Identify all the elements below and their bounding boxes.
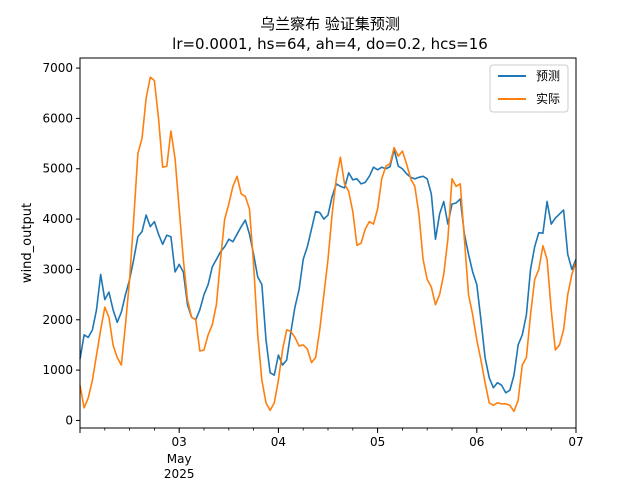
y-tick-label: 6000 — [42, 111, 73, 125]
y-tick-label: 3000 — [42, 262, 73, 276]
y-tick-label: 4000 — [42, 212, 73, 226]
chart-subtitle: lr=0.0001, hs=64, ah=4, do=0.2, hcs=16 — [172, 35, 488, 53]
x-tick-label: 07 — [568, 435, 583, 449]
y-axis-label: wind_output — [20, 203, 35, 283]
x-tick-label: 04 — [271, 435, 286, 449]
plot-area — [80, 58, 576, 428]
y-tick-label: 2000 — [42, 313, 73, 327]
series-line-actual — [79, 76, 577, 413]
y-tick-label: 5000 — [42, 162, 73, 176]
series-line-predicted — [79, 148, 577, 394]
legend-label-actual: 实际 — [536, 91, 560, 106]
y-tick-label: 0 — [65, 413, 73, 427]
legend: 预测 实际 — [489, 64, 569, 113]
chart-title: 乌兰察布 验证集预测 — [260, 15, 400, 33]
x-tick-sublabel: 2025 — [164, 467, 195, 480]
series-lines — [79, 76, 577, 413]
plot-frame — [79, 57, 577, 429]
x-tick-sublabel: May — [167, 452, 192, 466]
legend-label-predicted: 预测 — [536, 69, 560, 83]
y-tick-label: 7000 — [42, 61, 73, 75]
x-tick-label: 05 — [370, 435, 385, 449]
y-tick-label: 1000 — [42, 363, 73, 377]
y-axis-ticks: 0 1000 2000 3000 4000 5000 6000 7000 — [42, 61, 80, 427]
x-tick-label: 06 — [469, 435, 484, 449]
x-tick-label: 03 — [172, 435, 187, 449]
